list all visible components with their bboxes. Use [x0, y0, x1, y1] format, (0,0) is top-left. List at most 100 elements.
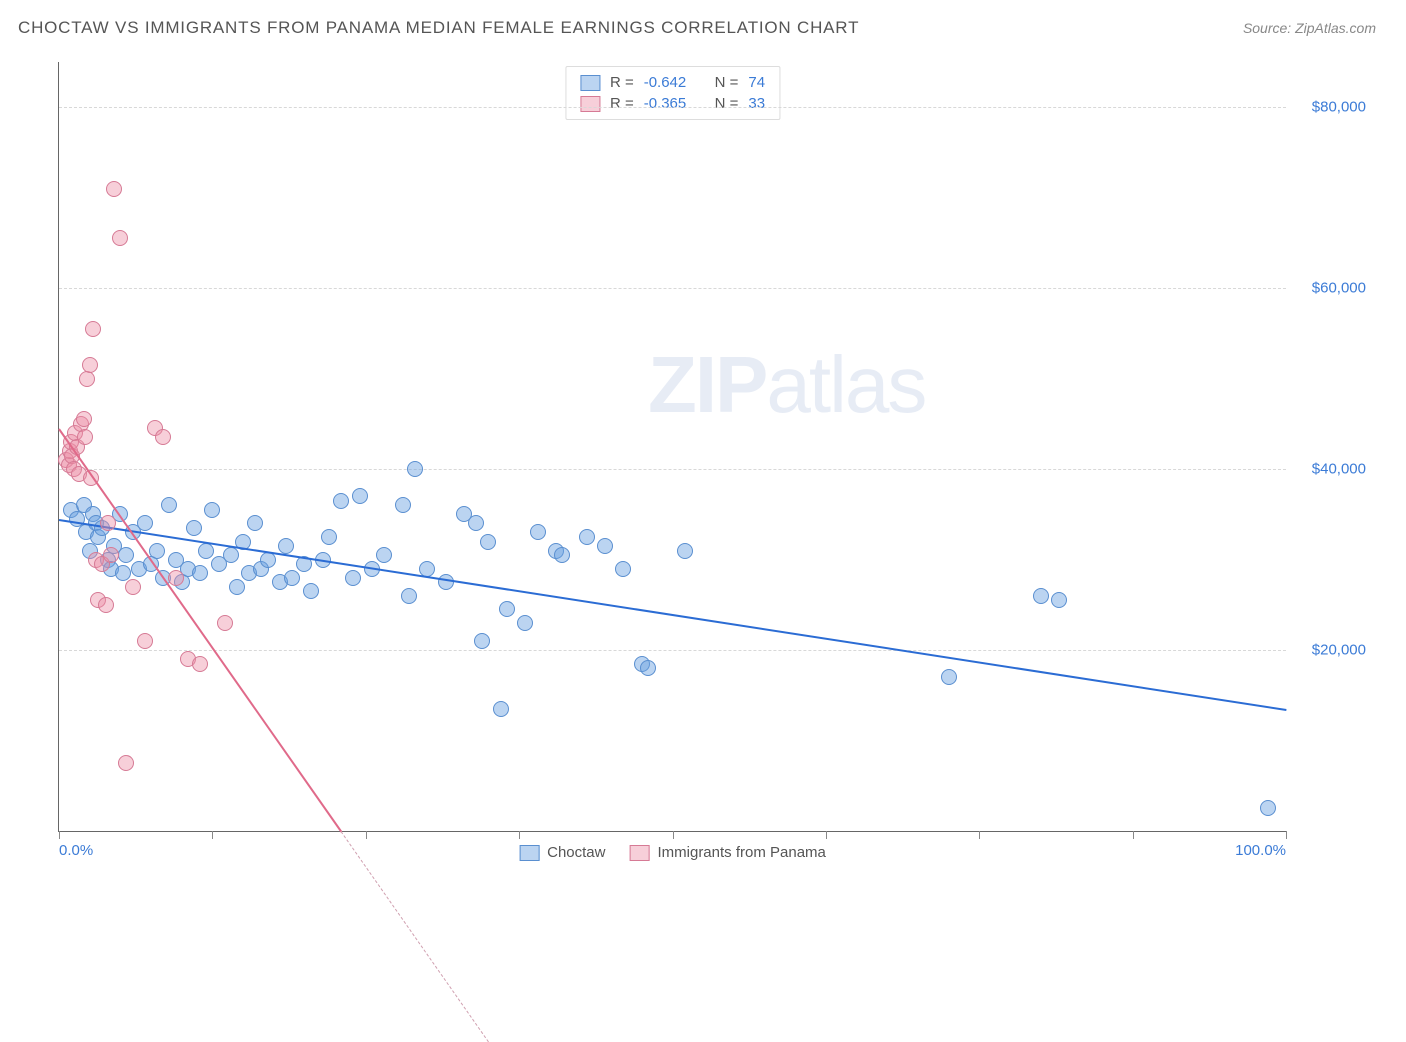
r-value: -0.365 [644, 95, 687, 112]
y-tick-label: $40,000 [1296, 461, 1366, 478]
data-point [1051, 592, 1067, 608]
legend-swatch [629, 845, 649, 861]
y-tick-label: $80,000 [1296, 99, 1366, 116]
data-point [204, 502, 220, 518]
data-point [192, 656, 208, 672]
data-point [155, 429, 171, 445]
data-point [278, 538, 294, 554]
n-label: N = [715, 74, 739, 91]
data-point [493, 701, 509, 717]
x-tick [59, 831, 60, 839]
x-tick [673, 831, 674, 839]
watermark-atlas: atlas [766, 340, 925, 429]
r-label: R = [610, 95, 634, 112]
watermark-zip: ZIP [648, 340, 766, 429]
data-point [186, 520, 202, 536]
data-point [82, 357, 98, 373]
data-point [217, 615, 233, 631]
data-point [407, 461, 423, 477]
data-point [1260, 800, 1276, 816]
data-point [640, 660, 656, 676]
legend-row: R = -0.642 N = 74 [580, 72, 765, 93]
gridline [59, 288, 1286, 289]
data-point [395, 497, 411, 513]
n-value: 74 [748, 74, 765, 91]
data-point [1033, 588, 1049, 604]
data-point [198, 543, 214, 559]
data-point [118, 755, 134, 771]
x-tick [1286, 831, 1287, 839]
data-point [321, 529, 337, 545]
gridline [59, 107, 1286, 108]
data-point [352, 488, 368, 504]
y-tick-label: $20,000 [1296, 642, 1366, 659]
data-point [106, 181, 122, 197]
r-value: -0.642 [644, 74, 687, 91]
data-point [438, 574, 454, 590]
x-end-label: 100.0% [1235, 842, 1286, 859]
x-tick [366, 831, 367, 839]
data-point [168, 570, 184, 586]
chart-title: CHOCTAW VS IMMIGRANTS FROM PANAMA MEDIAN… [18, 18, 859, 38]
data-point [229, 579, 245, 595]
trendline [58, 429, 342, 833]
legend-swatch [580, 75, 600, 91]
data-point [98, 597, 114, 613]
data-point [103, 547, 119, 563]
data-point [530, 524, 546, 540]
watermark: ZIPatlas [648, 339, 925, 431]
legend-label: Choctaw [547, 844, 605, 861]
data-point [284, 570, 300, 586]
data-point [247, 515, 263, 531]
data-point [125, 579, 141, 595]
data-point [677, 543, 693, 559]
source-label: Source: ZipAtlas.com [1243, 20, 1376, 36]
data-point [941, 669, 957, 685]
data-point [579, 529, 595, 545]
data-point [474, 633, 490, 649]
data-point [112, 230, 128, 246]
gridline [59, 650, 1286, 651]
trendline [59, 519, 1286, 711]
y-tick-label: $60,000 [1296, 280, 1366, 297]
legend-swatch [580, 96, 600, 112]
chart-container: Median Female Earnings ZIPatlas R =-0.64… [18, 52, 1386, 872]
trendline-extension [341, 831, 489, 1042]
data-point [76, 411, 92, 427]
data-point [333, 493, 349, 509]
data-point [499, 601, 515, 617]
r-label: R = [610, 74, 634, 91]
x-tick [519, 831, 520, 839]
x-tick [979, 831, 980, 839]
x-start-label: 0.0% [59, 842, 93, 859]
legend-row: R =-0.365 N =33 [580, 93, 765, 114]
data-point [137, 633, 153, 649]
gridline [59, 469, 1286, 470]
data-point [192, 565, 208, 581]
data-point [401, 588, 417, 604]
data-point [118, 547, 134, 563]
data-point [517, 615, 533, 631]
x-tick [1133, 831, 1134, 839]
data-point [303, 583, 319, 599]
data-point [615, 561, 631, 577]
correlation-legend: R =-0.642 N =74R =-0.365 N =33 [565, 66, 780, 120]
x-tick [826, 831, 827, 839]
legend-label: Immigrants from Panama [657, 844, 825, 861]
data-point [161, 497, 177, 513]
data-point [137, 515, 153, 531]
legend-item: Immigrants from Panama [629, 844, 825, 861]
series-legend: Choctaw Immigrants from Panama [519, 844, 826, 861]
x-tick [212, 831, 213, 839]
data-point [223, 547, 239, 563]
data-point [345, 570, 361, 586]
data-point [149, 543, 165, 559]
data-point [77, 429, 93, 445]
plot-area: ZIPatlas R =-0.642 N =74R =-0.365 N =33 … [58, 62, 1286, 832]
legend-swatch [519, 845, 539, 861]
legend-item: Choctaw [519, 844, 605, 861]
data-point [480, 534, 496, 550]
data-point [597, 538, 613, 554]
n-value: 33 [748, 95, 765, 112]
data-point [376, 547, 392, 563]
